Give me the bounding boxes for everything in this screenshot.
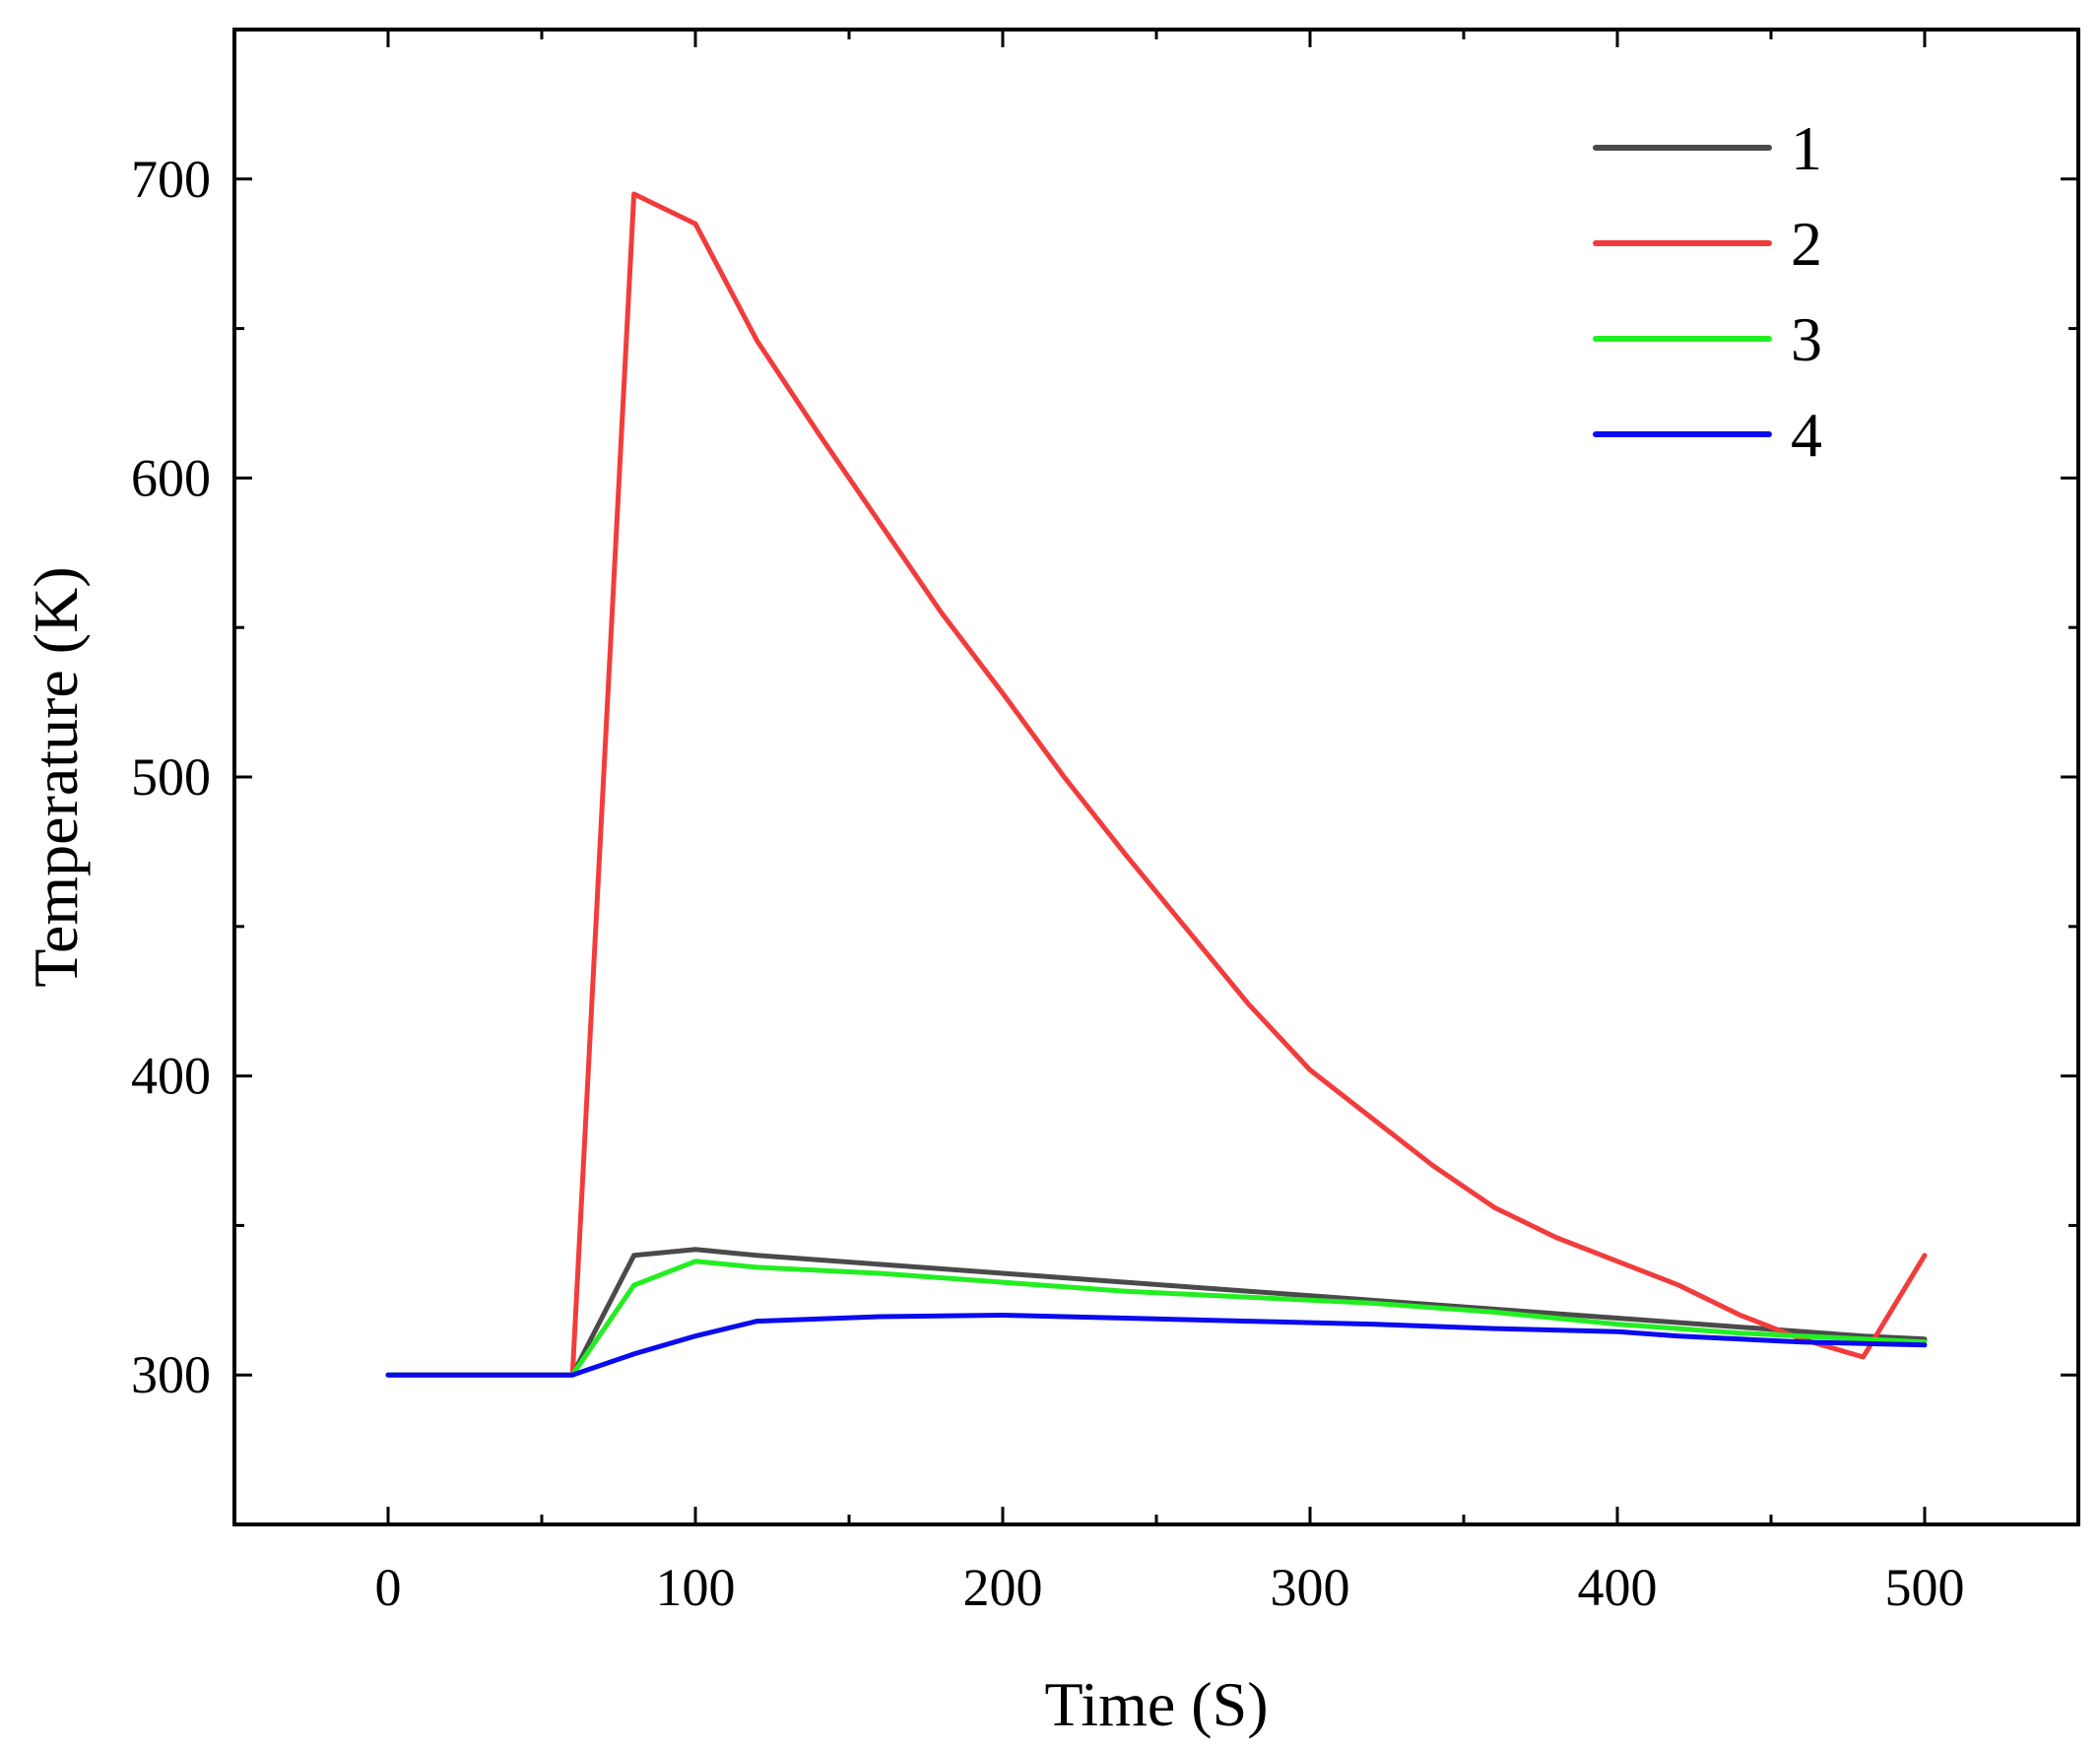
y-tick-label: 500 [131, 747, 211, 807]
y-axis-title: Temperature (K) [21, 566, 91, 987]
legend: 1 2 3 4 [1593, 113, 1822, 470]
ticks-layer: 0 100 200 300 400 500 300 400 500 600 700 [131, 30, 2078, 1617]
x-tick-label: 500 [1885, 1558, 1965, 1617]
x-tick-label: 300 [1271, 1558, 1350, 1617]
legend-label-2: 2 [1791, 209, 1822, 279]
y-tick-label: 700 [131, 150, 211, 209]
y-tick-label: 400 [131, 1047, 211, 1106]
x-tick-label: 400 [1578, 1558, 1658, 1617]
x-axis-title: Time (S) [1044, 1669, 1268, 1739]
x-tick-label: 200 [963, 1558, 1043, 1617]
y-tick-label: 600 [131, 448, 211, 507]
legend-label-4: 4 [1791, 400, 1822, 470]
series-line-1 [385, 1247, 1928, 1378]
x-tick-label: 100 [656, 1558, 736, 1617]
series-layer [385, 191, 1928, 1378]
legend-label-3: 3 [1791, 304, 1822, 374]
series-line-4 [385, 1313, 1928, 1378]
series-line-3 [385, 1259, 1928, 1378]
x-tick-label: 0 [375, 1558, 402, 1617]
series-line-2 [385, 191, 1928, 1378]
y-tick-label: 300 [131, 1345, 211, 1404]
legend-label-1: 1 [1791, 113, 1822, 183]
